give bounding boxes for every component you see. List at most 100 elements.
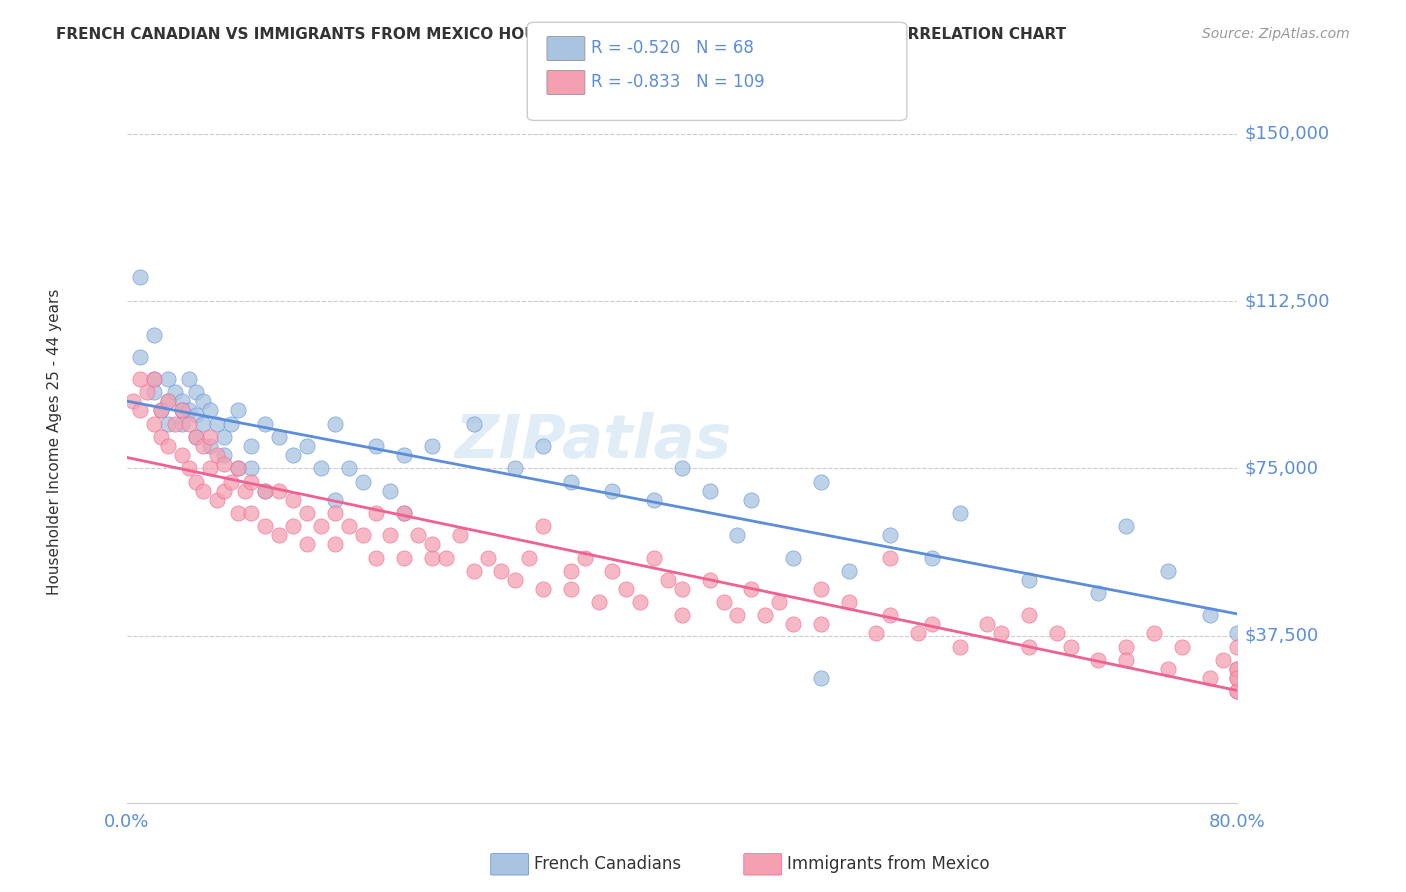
French Canadians: [129, 350, 152, 364]
Immigrants from Mexico: [184, 475, 207, 489]
French Canadians: [157, 417, 180, 431]
French Canadians: [157, 394, 180, 409]
Immigrants from Mexico: [240, 506, 263, 520]
French Canadians: [226, 461, 249, 475]
Immigrants from Mexico: [205, 492, 228, 507]
French Canadians: [1087, 586, 1109, 600]
Text: $75,000: $75,000: [1244, 459, 1319, 477]
Immigrants from Mexico: [226, 506, 249, 520]
Immigrants from Mexico: [366, 506, 388, 520]
Immigrants from Mexico: [191, 439, 214, 453]
Immigrants from Mexico: [129, 403, 152, 417]
Text: R = -0.520   N = 68: R = -0.520 N = 68: [591, 39, 754, 57]
Immigrants from Mexico: [394, 550, 416, 565]
Immigrants from Mexico: [191, 483, 214, 498]
Immigrants from Mexico: [323, 537, 346, 551]
Immigrants from Mexico: [295, 506, 318, 520]
French Canadians: [352, 475, 374, 489]
Immigrants from Mexico: [948, 640, 970, 654]
Text: $112,500: $112,500: [1244, 292, 1330, 310]
Immigrants from Mexico: [1115, 653, 1137, 667]
French Canadians: [337, 461, 360, 475]
Text: FRENCH CANADIAN VS IMMIGRANTS FROM MEXICO HOUSEHOLDER INCOME AGES 25 - 44 YEARS : FRENCH CANADIAN VS IMMIGRANTS FROM MEXIC…: [56, 27, 1066, 42]
Immigrants from Mexico: [323, 506, 346, 520]
Immigrants from Mexico: [269, 528, 291, 542]
Immigrants from Mexico: [602, 564, 624, 578]
Immigrants from Mexico: [503, 573, 526, 587]
French Canadians: [1115, 519, 1137, 533]
Immigrants from Mexico: [643, 550, 665, 565]
French Canadians: [165, 385, 187, 400]
French Canadians: [727, 528, 749, 542]
Immigrants from Mexico: [1143, 626, 1166, 640]
Immigrants from Mexico: [281, 492, 304, 507]
Immigrants from Mexico: [754, 608, 776, 623]
Immigrants from Mexico: [671, 608, 693, 623]
Immigrants from Mexico: [352, 528, 374, 542]
French Canadians: [394, 448, 416, 462]
Immigrants from Mexico: [295, 537, 318, 551]
French Canadians: [184, 385, 207, 400]
Immigrants from Mexico: [420, 537, 443, 551]
French Canadians: [191, 394, 214, 409]
Immigrants from Mexico: [531, 582, 554, 596]
Immigrants from Mexico: [1212, 653, 1234, 667]
Immigrants from Mexico: [212, 457, 235, 471]
French Canadians: [921, 550, 943, 565]
Immigrants from Mexico: [219, 475, 242, 489]
Immigrants from Mexico: [810, 617, 832, 632]
French Canadians: [671, 461, 693, 475]
French Canadians: [240, 439, 263, 453]
Text: R = -0.833   N = 109: R = -0.833 N = 109: [591, 73, 763, 91]
French Canadians: [198, 439, 221, 453]
Immigrants from Mexico: [1046, 626, 1069, 640]
Immigrants from Mexico: [1018, 608, 1040, 623]
Text: French Canadians: French Canadians: [534, 855, 682, 873]
Immigrants from Mexico: [157, 439, 180, 453]
French Canadians: [177, 372, 200, 386]
French Canadians: [172, 417, 194, 431]
French Canadians: [1198, 608, 1220, 623]
French Canadians: [254, 417, 277, 431]
Immigrants from Mexico: [366, 550, 388, 565]
French Canadians: [240, 461, 263, 475]
Immigrants from Mexico: [143, 417, 166, 431]
French Canadians: [219, 417, 242, 431]
Immigrants from Mexico: [782, 617, 804, 632]
Immigrants from Mexico: [177, 461, 200, 475]
Immigrants from Mexico: [1157, 662, 1180, 676]
French Canadians: [602, 483, 624, 498]
French Canadians: [184, 408, 207, 422]
French Canadians: [560, 475, 582, 489]
Immigrants from Mexico: [380, 528, 402, 542]
Immigrants from Mexico: [1018, 640, 1040, 654]
Immigrants from Mexico: [406, 528, 429, 542]
French Canadians: [1226, 626, 1249, 640]
Immigrants from Mexico: [269, 483, 291, 498]
French Canadians: [948, 506, 970, 520]
French Canadians: [184, 430, 207, 444]
French Canadians: [157, 372, 180, 386]
Immigrants from Mexico: [879, 550, 901, 565]
Immigrants from Mexico: [1226, 662, 1249, 676]
Immigrants from Mexico: [184, 430, 207, 444]
Text: $150,000: $150,000: [1244, 125, 1329, 143]
French Canadians: [380, 483, 402, 498]
Immigrants from Mexico: [740, 582, 762, 596]
Immigrants from Mexico: [879, 608, 901, 623]
Immigrants from Mexico: [1226, 671, 1249, 685]
French Canadians: [838, 564, 860, 578]
French Canadians: [810, 671, 832, 685]
Immigrants from Mexico: [143, 372, 166, 386]
Immigrants from Mexico: [990, 626, 1012, 640]
French Canadians: [205, 417, 228, 431]
French Canadians: [226, 403, 249, 417]
Immigrants from Mexico: [1226, 640, 1249, 654]
French Canadians: [782, 550, 804, 565]
French Canadians: [198, 403, 221, 417]
Immigrants from Mexico: [671, 582, 693, 596]
Immigrants from Mexico: [865, 626, 887, 640]
French Canadians: [323, 492, 346, 507]
French Canadians: [295, 439, 318, 453]
Immigrants from Mexico: [177, 417, 200, 431]
